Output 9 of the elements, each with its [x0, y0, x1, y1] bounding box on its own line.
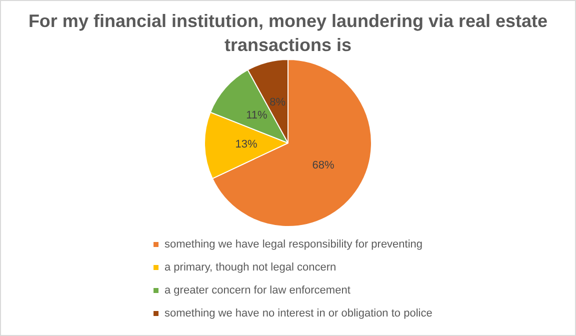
legend-label: something we have no interest in or obligation to police	[164, 308, 432, 320]
data-label: 11%	[246, 109, 268, 122]
data-label: 68%	[312, 159, 334, 172]
chart-title: For my financial institution, money laundering via real estate transactions is	[28, 10, 548, 57]
legend-label: something we have legal responsibility for preventing	[164, 238, 423, 251]
legend-label: a greater concern for law enforcement	[164, 284, 350, 297]
data-label: 13%	[235, 138, 258, 150]
data-label: 8%	[270, 96, 286, 109]
legend-label: a primary, though not legal concern	[164, 262, 336, 274]
